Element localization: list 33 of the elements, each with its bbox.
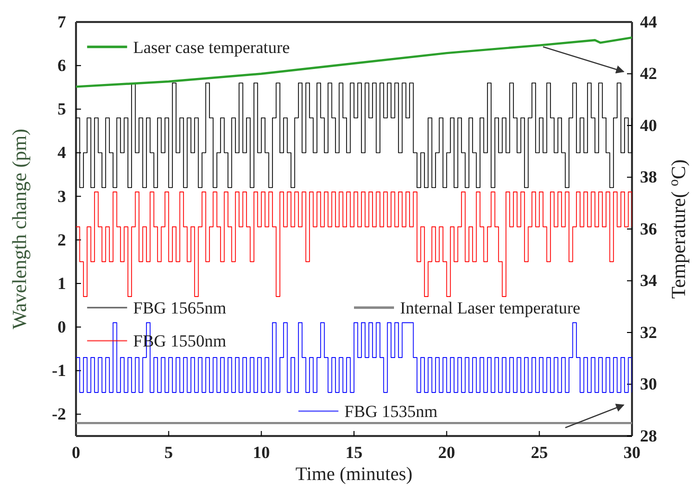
y2-tick-label: 40 [640,116,657,135]
y-axis-title: Wavelength change (pm) [9,128,31,330]
x-tick-label: 25 [530,443,548,462]
y-tick-label: 1 [58,274,66,293]
y2-tick-label: 38 [640,168,657,187]
y-tick-label: 6 [58,56,66,76]
y2-tick-label: 42 [640,64,657,84]
x-tick-label: 5 [164,443,173,462]
y-tick-label: 0 [58,317,66,336]
y2-tick-label: 44 [640,12,658,32]
y-tick-label: 4 [58,143,66,162]
y2-tick-label: 28 [640,426,657,446]
legend-label: FBG 1565nm [133,298,226,318]
y-tick-label: -2 [52,404,66,424]
x-axis-title: Time (minutes) [296,464,412,485]
legend-label: Internal Laser temperature [400,298,580,318]
legend-label: FBG 1535nm [344,402,438,422]
y2-tick-label: 30 [640,374,657,394]
y-tick-label: 2 [58,230,66,250]
y2-tick-label: 34 [640,271,658,290]
y-tick-label: 5 [58,100,66,119]
y2-tick-label: 36 [640,219,657,238]
y-tick-label: 7 [58,12,66,32]
x-tick-label: 30 [624,443,640,462]
x-tick-label: 20 [438,443,456,462]
y2-tick-label: 32 [640,322,657,342]
y-tick-label: -1 [52,361,66,380]
x-tick-label: 10 [252,443,270,462]
line-series [76,36,632,88]
y-tick-label: 3 [58,186,66,206]
legend-label: Laser case temperature [133,38,290,57]
x-tick-label: 0 [72,443,80,462]
x-tick-label: 15 [346,443,362,462]
